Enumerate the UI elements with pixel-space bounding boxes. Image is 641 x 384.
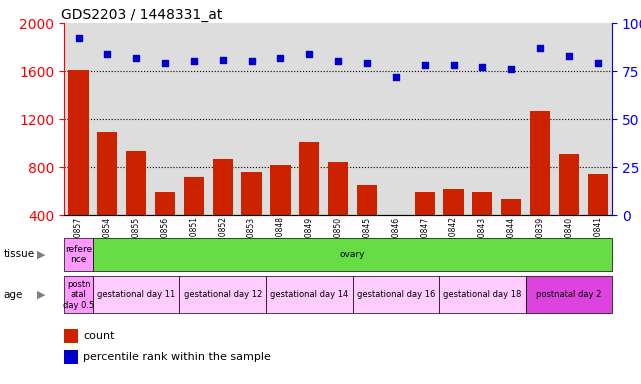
Point <box>246 58 256 65</box>
Text: gestational day 12: gestational day 12 <box>183 290 262 299</box>
Text: count: count <box>83 331 115 341</box>
Bar <box>328 162 348 263</box>
Point <box>160 60 171 66</box>
Bar <box>155 192 175 263</box>
Text: gestational day 18: gestational day 18 <box>443 290 522 299</box>
Text: ovary: ovary <box>340 250 365 259</box>
Bar <box>64 276 93 313</box>
Point <box>333 58 344 65</box>
Bar <box>357 185 377 263</box>
Bar <box>501 199 521 263</box>
Text: refere
nce: refere nce <box>65 245 92 264</box>
Bar <box>126 151 146 263</box>
Bar <box>526 276 612 313</box>
Bar <box>179 276 266 313</box>
Bar <box>415 192 435 263</box>
Text: age: age <box>3 290 22 300</box>
Bar <box>242 172 262 263</box>
Bar <box>559 154 579 263</box>
Bar <box>184 177 204 263</box>
Bar <box>64 238 93 271</box>
Bar <box>271 165 290 263</box>
Bar <box>299 142 319 263</box>
Point <box>131 55 142 61</box>
Text: gestational day 14: gestational day 14 <box>270 290 349 299</box>
Point <box>74 35 83 41</box>
Text: ▶: ▶ <box>37 249 46 260</box>
Bar <box>588 174 608 263</box>
Point <box>448 62 458 68</box>
Point <box>217 56 228 63</box>
Bar <box>444 189 463 263</box>
Text: GDS2203 / 1448331_at: GDS2203 / 1448331_at <box>62 8 222 22</box>
Bar <box>530 111 550 263</box>
Bar <box>97 132 117 263</box>
Point <box>188 58 199 65</box>
Bar <box>69 70 88 263</box>
Bar <box>64 350 78 364</box>
Point <box>477 64 487 70</box>
Bar <box>213 159 233 263</box>
Text: gestational day 11: gestational day 11 <box>97 290 176 299</box>
Bar <box>386 217 406 263</box>
Bar <box>353 276 439 313</box>
Point <box>103 51 113 57</box>
Bar <box>93 276 179 313</box>
Text: percentile rank within the sample: percentile rank within the sample <box>83 352 271 362</box>
Bar <box>439 276 526 313</box>
Point <box>362 60 372 66</box>
Point <box>535 45 545 51</box>
Point <box>592 60 603 66</box>
Bar <box>64 329 78 343</box>
Bar <box>266 276 353 313</box>
Point <box>564 53 574 59</box>
Text: tissue: tissue <box>3 249 35 260</box>
Point <box>304 51 314 57</box>
Point <box>419 62 429 68</box>
Point <box>276 55 286 61</box>
Text: ▶: ▶ <box>37 290 46 300</box>
Text: gestational day 16: gestational day 16 <box>356 290 435 299</box>
Bar <box>472 192 492 263</box>
Point <box>506 66 517 72</box>
Point <box>391 74 401 80</box>
Text: postnatal day 2: postnatal day 2 <box>537 290 601 299</box>
Text: postn
atal
day 0.5: postn atal day 0.5 <box>63 280 94 310</box>
